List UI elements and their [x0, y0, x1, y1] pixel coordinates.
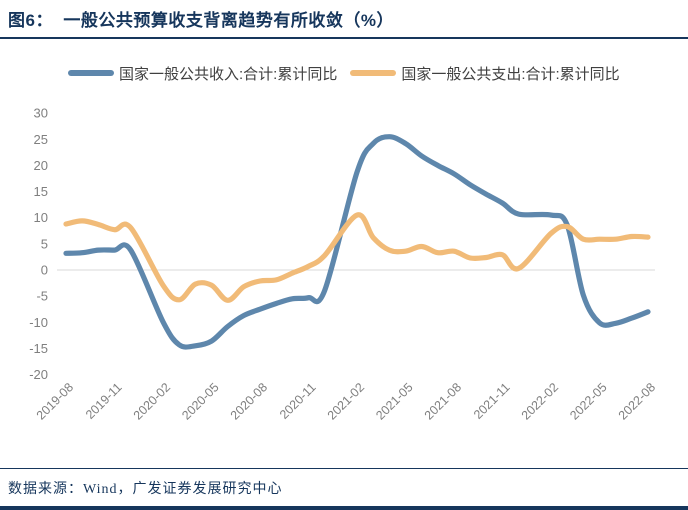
y-axis-label: 10 — [34, 210, 48, 225]
x-axis-label: 2020-05 — [179, 380, 221, 422]
x-axis-label: 2019-11 — [83, 380, 125, 422]
y-axis-label: 0 — [41, 263, 48, 278]
y-axis-label: 25 — [34, 132, 48, 147]
x-axis-label: 2020-08 — [228, 380, 270, 422]
y-axis-label: 30 — [34, 106, 48, 121]
y-axis-label: -15 — [29, 341, 48, 356]
x-axis-label: 2021-05 — [373, 380, 415, 422]
legend-label-expenditure: 国家一般公共支出:合计:累计同比 — [401, 65, 620, 83]
legend-item-revenue: 国家一般公共收入:合计:累计同比 — [68, 63, 337, 84]
revenue-line-swatch — [68, 70, 114, 76]
revenue-line — [63, 134, 651, 350]
expenditure-line — [63, 212, 651, 303]
x-axis-label: 2020-11 — [277, 380, 319, 422]
y-axis-label: -10 — [29, 315, 48, 330]
x-axis-label: 2022-02 — [519, 380, 561, 422]
y-axis-label: 20 — [34, 158, 48, 173]
x-axis-label: 2021-02 — [325, 380, 367, 422]
x-axis-label: 2022-05 — [567, 380, 609, 422]
y-axis-label: -20 — [29, 367, 48, 382]
x-axis-label: 2020-02 — [131, 380, 173, 422]
chart-legend: 国家一般公共收入:合计:累计同比 国家一般公共支出:合计:累计同比 — [68, 63, 688, 83]
expenditure-line-swatch — [350, 70, 397, 76]
figure-title: 图6： 一般公共预算收支背离趋势有所收敛（%） — [0, 0, 688, 39]
legend-item-expenditure: 国家一般公共支出:合计:累计同比 — [350, 63, 620, 84]
y-axis-label: 5 — [41, 236, 48, 251]
x-axis-label: 2019-08 — [34, 380, 76, 422]
legend-label-revenue: 国家一般公共收入:合计:累计同比 — [119, 65, 338, 83]
x-axis-label: 2022-08 — [616, 380, 658, 422]
x-axis-label: 2021-11 — [471, 380, 513, 422]
x-axis-label: 2021-08 — [422, 380, 464, 422]
y-axis-label: -5 — [36, 289, 48, 304]
y-axis-label: 15 — [34, 184, 48, 199]
